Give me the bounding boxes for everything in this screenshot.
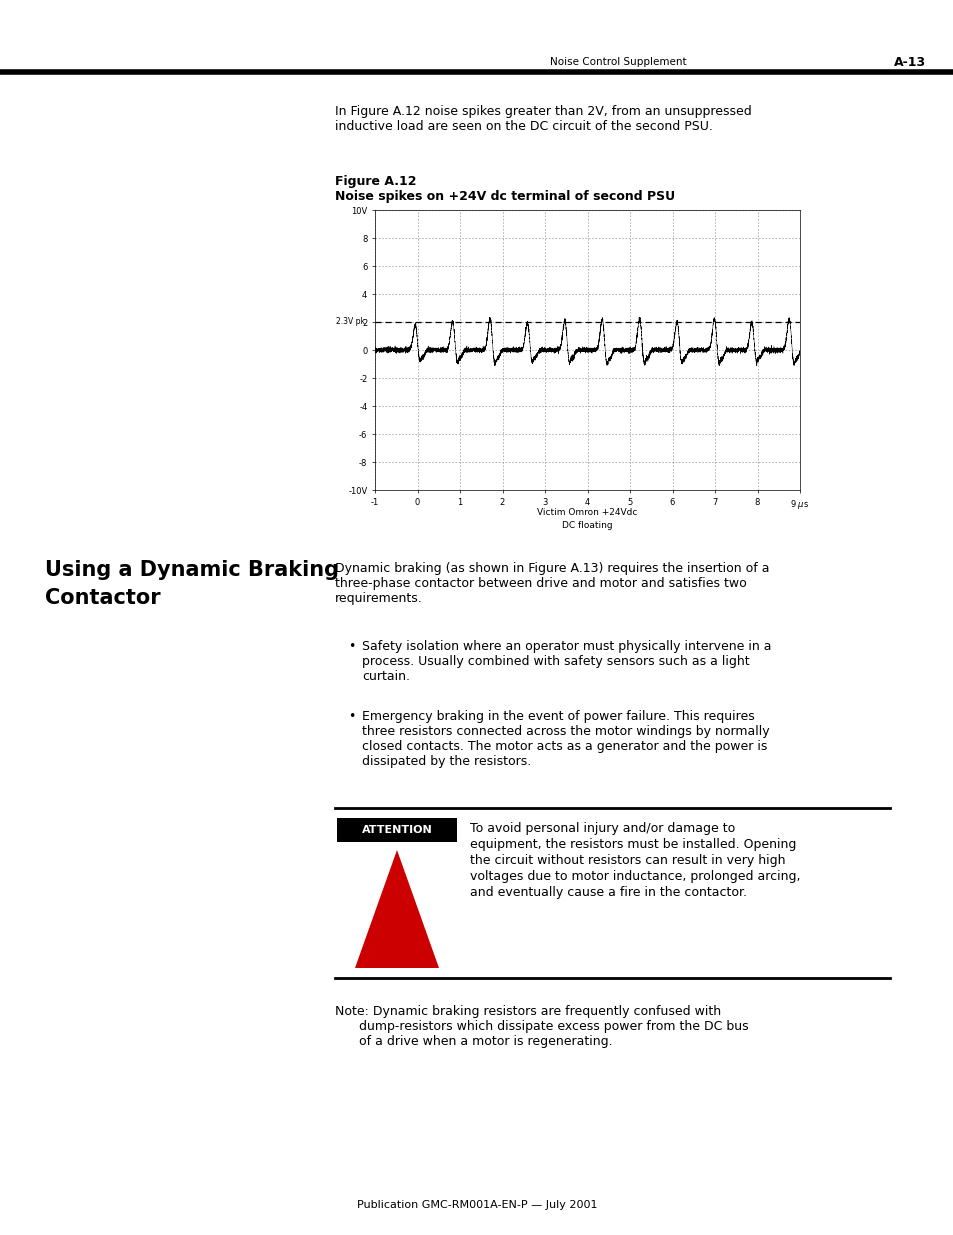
- Text: dump-resistors which dissipate excess power from the DC bus: dump-resistors which dissipate excess po…: [335, 1020, 748, 1032]
- Text: Figure A.12: Figure A.12: [335, 175, 416, 188]
- Text: A-13: A-13: [893, 56, 925, 68]
- Text: 2.3V pk: 2.3V pk: [336, 317, 365, 326]
- Text: three-phase contactor between drive and motor and satisfies two: three-phase contactor between drive and …: [335, 577, 746, 590]
- Text: Safety isolation where an operator must physically intervene in a: Safety isolation where an operator must …: [361, 640, 771, 653]
- Text: three resistors connected across the motor windings by normally: three resistors connected across the mot…: [361, 725, 769, 739]
- Text: Victim Omron +24Vdc: Victim Omron +24Vdc: [537, 508, 637, 517]
- Text: dissipated by the resistors.: dissipated by the resistors.: [361, 755, 531, 768]
- Text: requirements.: requirements.: [335, 592, 422, 605]
- Text: Noise spikes on +24V dc terminal of second PSU: Noise spikes on +24V dc terminal of seco…: [335, 190, 675, 203]
- Text: Noise Control Supplement: Noise Control Supplement: [549, 57, 685, 67]
- Text: •: •: [348, 640, 355, 653]
- Text: DC floating: DC floating: [561, 521, 612, 530]
- Text: and eventually cause a fire in the contactor.: and eventually cause a fire in the conta…: [470, 885, 746, 899]
- Text: closed contacts. The motor acts as a generator and the power is: closed contacts. The motor acts as a gen…: [361, 740, 766, 753]
- Text: the circuit without resistors can result in very high: the circuit without resistors can result…: [470, 853, 784, 867]
- Text: Emergency braking in the event of power failure. This requires: Emergency braking in the event of power …: [361, 710, 754, 722]
- Text: Using a Dynamic Braking: Using a Dynamic Braking: [45, 559, 338, 580]
- Text: of a drive when a motor is regenerating.: of a drive when a motor is regenerating.: [335, 1035, 612, 1049]
- Text: To avoid personal injury and/or damage to: To avoid personal injury and/or damage t…: [470, 823, 735, 835]
- Bar: [336, 818, 456, 842]
- Text: In Figure A.12 noise spikes greater than 2V, from an unsuppressed: In Figure A.12 noise spikes greater than…: [335, 105, 751, 119]
- Text: process. Usually combined with safety sensors such as a light: process. Usually combined with safety se…: [361, 655, 749, 668]
- Text: Publication GMC-RM001A-EN-P — July 2001: Publication GMC-RM001A-EN-P — July 2001: [356, 1200, 597, 1210]
- Text: inductive load are seen on the DC circuit of the second PSU.: inductive load are seen on the DC circui…: [335, 120, 712, 133]
- Text: Contactor: Contactor: [45, 588, 160, 608]
- Polygon shape: [355, 850, 438, 968]
- Text: curtain.: curtain.: [361, 671, 410, 683]
- Text: •: •: [348, 710, 355, 722]
- Text: equipment, the resistors must be installed. Opening: equipment, the resistors must be install…: [470, 839, 796, 851]
- Text: ATTENTION: ATTENTION: [361, 825, 432, 835]
- Text: Note: Dynamic braking resistors are frequently confused with: Note: Dynamic braking resistors are freq…: [335, 1005, 720, 1018]
- Text: Dynamic braking (as shown in Figure A.13) requires the insertion of a: Dynamic braking (as shown in Figure A.13…: [335, 562, 769, 576]
- Text: voltages due to motor inductance, prolonged arcing,: voltages due to motor inductance, prolon…: [470, 869, 800, 883]
